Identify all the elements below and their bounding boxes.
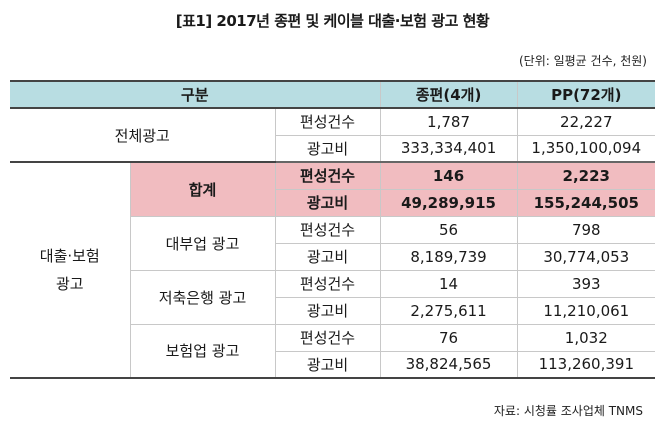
table-title: [표1] 2017년 종편 및 케이블 대출·보험 광고 현황 <box>175 12 490 30</box>
value-cell: 8,189,739 <box>379 243 518 271</box>
value-cell: 1,787 <box>379 108 518 136</box>
value-cell: 146 <box>379 162 518 190</box>
subcategory-label: 저축은행 광고 <box>129 270 275 325</box>
value-cell: 76 <box>379 324 518 352</box>
subcategory-label: 대부업 광고 <box>129 216 275 271</box>
value-cell: 2,223 <box>516 162 656 190</box>
value-cell: 30,774,053 <box>516 243 656 271</box>
loan-insurance-label-line1: 대출·보험 <box>39 247 100 265</box>
value-cell: 113,260,391 <box>516 351 656 379</box>
table-row: 저축은행 광고 편성건수 14 393 <box>10 270 656 325</box>
subcategory-label: 합계 <box>129 162 275 217</box>
metric-label: 광고비 <box>274 351 381 379</box>
metric-label: 편성건수 <box>274 162 381 190</box>
value-cell: 333,334,401 <box>379 135 518 163</box>
table-row: 광고비 49,289,915 155,244,505 <box>10 189 656 217</box>
metric-label: 편성건수 <box>274 216 381 244</box>
metric-label: 편성건수 <box>274 108 381 136</box>
table-row: 광고비 2,275,611 11,210,061 <box>10 297 656 325</box>
value-cell: 1,350,100,094 <box>516 135 656 163</box>
value-cell: 38,824,565 <box>379 351 518 379</box>
value-cell: 49,289,915 <box>379 189 518 217</box>
metric-label: 광고비 <box>274 135 381 163</box>
metric-label: 광고비 <box>274 243 381 271</box>
table-row: 대출·보험 광고 합계 편성건수 146 2,223 <box>10 162 656 379</box>
table-row: 광고비 333,334,401 1,350,100,094 <box>10 135 656 163</box>
table-row: 광고비 38,824,565 113,260,391 <box>10 351 656 379</box>
metric-label: 광고비 <box>274 189 381 217</box>
header-col2: PP(72개) <box>516 80 656 109</box>
value-cell: 393 <box>516 270 656 298</box>
value-cell: 1,032 <box>516 324 656 352</box>
value-cell: 798 <box>516 216 656 244</box>
value-cell: 11,210,061 <box>516 297 656 325</box>
source-note: 자료: 시청률 조사업체 TNMS <box>493 404 643 418</box>
metric-label: 편성건수 <box>274 270 381 298</box>
header-category: 구분 <box>10 80 381 109</box>
metric-label: 광고비 <box>274 297 381 325</box>
table-row: 전체광고 편성건수 1,787 22,227 <box>10 108 656 163</box>
metric-label: 편성건수 <box>274 324 381 352</box>
loan-insurance-label: 대출·보험 광고 <box>10 162 130 379</box>
table-header-row: 구분 종편(4개) PP(72개) <box>10 80 656 109</box>
value-cell: 2,275,611 <box>379 297 518 325</box>
header-col1: 종편(4개) <box>379 80 518 109</box>
table-row: 광고비 8,189,739 30,774,053 <box>10 243 656 271</box>
table-row: 대부업 광고 편성건수 56 798 <box>10 216 656 271</box>
value-cell: 22,227 <box>516 108 656 136</box>
value-cell: 14 <box>379 270 518 298</box>
table-row: 보험업 광고 편성건수 76 1,032 <box>10 324 656 379</box>
value-cell: 56 <box>379 216 518 244</box>
total-label: 전체광고 <box>10 108 275 163</box>
subcategory-label: 보험업 광고 <box>129 324 275 379</box>
ad-stats-table: 구분 종편(4개) PP(72개) 전체광고 편성건수 1,787 22,227… <box>10 80 656 379</box>
value-cell: 155,244,505 <box>516 189 656 217</box>
unit-note: (단위: 일평균 건수, 천원) <box>518 54 647 68</box>
loan-insurance-label-line2: 광고 <box>55 275 84 293</box>
